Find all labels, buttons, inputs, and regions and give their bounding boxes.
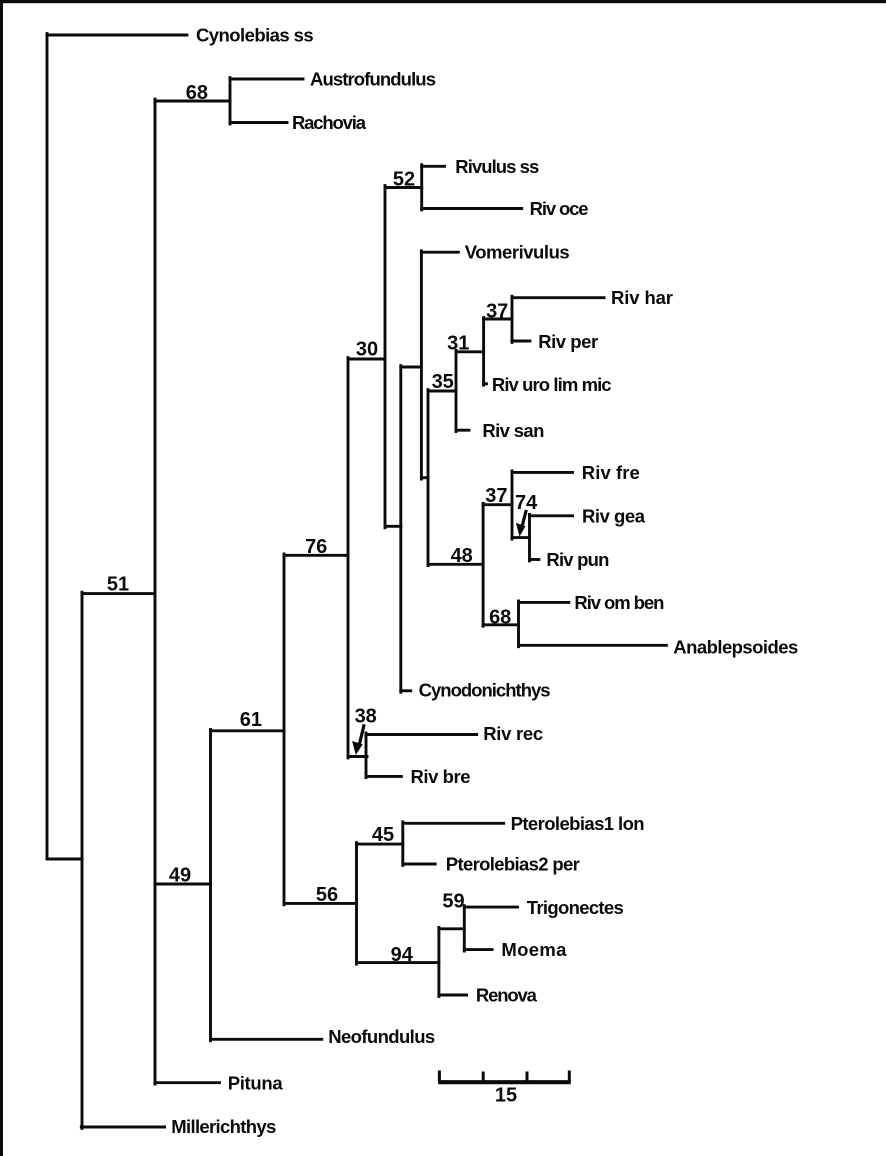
svg-text:37: 37 bbox=[485, 485, 507, 507]
svg-text:Riv pun: Riv pun bbox=[546, 549, 609, 570]
svg-text:Renova: Renova bbox=[476, 985, 538, 1006]
svg-text:49: 49 bbox=[169, 864, 191, 886]
svg-text:Moema: Moema bbox=[501, 939, 567, 960]
svg-text:Anablepsoides: Anablepsoides bbox=[673, 637, 798, 658]
svg-text:Millerichthys: Millerichthys bbox=[171, 1116, 276, 1137]
svg-text:61: 61 bbox=[240, 709, 262, 731]
svg-text:Riv san: Riv san bbox=[482, 420, 544, 441]
svg-text:Riv bre: Riv bre bbox=[411, 766, 471, 787]
svg-text:Riv fre: Riv fre bbox=[582, 462, 640, 483]
svg-text:Vomerivulus: Vomerivulus bbox=[465, 242, 570, 263]
svg-text:76: 76 bbox=[305, 536, 327, 558]
svg-text:Rivulus ss: Rivulus ss bbox=[455, 156, 539, 177]
svg-text:Riv oce: Riv oce bbox=[530, 198, 589, 219]
svg-text:38: 38 bbox=[355, 705, 377, 727]
svg-text:Riv per: Riv per bbox=[538, 331, 598, 352]
svg-text:Pterolebias2 per: Pterolebias2 per bbox=[446, 854, 580, 875]
svg-text:Pterolebias1 lon: Pterolebias1 lon bbox=[511, 813, 645, 834]
svg-text:Riv om ben: Riv om ben bbox=[574, 592, 664, 613]
svg-text:Rachovia: Rachovia bbox=[292, 112, 367, 133]
svg-text:59: 59 bbox=[442, 891, 464, 913]
svg-text:Riv uro lim mic: Riv uro lim mic bbox=[492, 374, 612, 395]
svg-text:48: 48 bbox=[451, 545, 473, 567]
svg-text:Cynodonichthys: Cynodonichthys bbox=[419, 679, 551, 700]
svg-text:Cynolebias ss: Cynolebias ss bbox=[196, 25, 314, 46]
svg-text:45: 45 bbox=[372, 824, 394, 846]
svg-text:35: 35 bbox=[432, 371, 454, 393]
svg-text:Austrofundulus: Austrofundulus bbox=[310, 69, 436, 90]
svg-text:Pituna: Pituna bbox=[228, 1072, 284, 1093]
svg-text:31: 31 bbox=[447, 333, 469, 355]
svg-text:68: 68 bbox=[489, 607, 511, 629]
svg-text:Trigonectes: Trigonectes bbox=[527, 897, 624, 918]
svg-text:52: 52 bbox=[393, 169, 415, 191]
svg-text:37: 37 bbox=[486, 300, 508, 322]
svg-text:Riv har: Riv har bbox=[611, 287, 673, 308]
svg-text:94: 94 bbox=[391, 944, 414, 966]
svg-text:74: 74 bbox=[515, 492, 538, 514]
svg-text:51: 51 bbox=[107, 573, 129, 595]
svg-text:Riv rec: Riv rec bbox=[483, 723, 543, 744]
svg-text:Riv gea: Riv gea bbox=[582, 506, 646, 527]
svg-text:56: 56 bbox=[316, 884, 338, 906]
svg-text:30: 30 bbox=[356, 339, 378, 361]
svg-text:15: 15 bbox=[495, 1085, 517, 1107]
svg-text:Neofundulus: Neofundulus bbox=[328, 1026, 435, 1047]
svg-text:68: 68 bbox=[186, 82, 208, 104]
